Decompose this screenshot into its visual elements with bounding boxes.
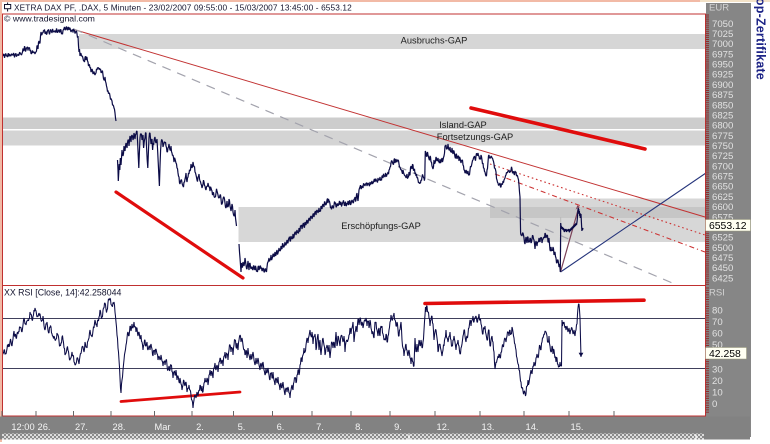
svg-text:50: 50 [712, 340, 723, 351]
svg-text:RSI: RSI [709, 288, 725, 299]
svg-text:6725: 6725 [712, 151, 733, 162]
svg-text:20: 20 [712, 376, 723, 387]
svg-text:Ausbruchs-GAP: Ausbruchs-GAP [401, 36, 468, 46]
svg-text:12:00: 12:00 [11, 422, 34, 432]
svg-text:7025: 7025 [712, 29, 733, 40]
svg-text:6775: 6775 [712, 131, 733, 142]
svg-text:6575: 6575 [712, 212, 733, 223]
svg-text:5.: 5. [238, 422, 246, 432]
svg-text:6700: 6700 [712, 161, 733, 172]
svg-text:6675: 6675 [712, 172, 733, 183]
svg-text:0: 0 [712, 399, 717, 410]
svg-text:42.258: 42.258 [709, 349, 741, 360]
svg-text:Top-Zertifikate: Top-Zertifikate [754, 0, 768, 80]
svg-text:2.: 2. [196, 422, 204, 432]
svg-text:8.: 8. [355, 422, 363, 432]
svg-text:80: 80 [712, 305, 723, 316]
svg-text:6900: 6900 [712, 80, 733, 91]
svg-text:13.: 13. [482, 422, 495, 432]
svg-text:Fortsetzungs-GAP: Fortsetzungs-GAP [437, 132, 513, 142]
svg-text:6800: 6800 [712, 121, 733, 132]
svg-text:6750: 6750 [712, 141, 733, 152]
svg-text:6950: 6950 [712, 60, 733, 71]
svg-text:70: 70 [712, 317, 723, 328]
svg-text:15.: 15. [571, 422, 584, 432]
svg-text:30: 30 [712, 364, 723, 375]
svg-text:6525: 6525 [712, 233, 733, 244]
svg-text:6600: 6600 [712, 202, 733, 213]
svg-text:27.: 27. [75, 422, 88, 432]
svg-text:9.: 9. [394, 422, 402, 432]
svg-text:EUR: EUR [709, 3, 729, 14]
svg-text:6.: 6. [277, 422, 285, 432]
svg-text:12.: 12. [437, 422, 450, 432]
svg-text:XETRA DAX PF, .DAX, 5 Minuten: XETRA DAX PF, .DAX, 5 Minuten - 23/02/20… [14, 2, 352, 12]
svg-text:6825: 6825 [712, 111, 733, 122]
svg-text:60: 60 [712, 328, 723, 339]
svg-text:7050: 7050 [712, 19, 733, 30]
svg-text:6850: 6850 [712, 100, 733, 111]
svg-text:Erschöpfungs-GAP: Erschöpfungs-GAP [341, 221, 421, 231]
svg-text:6553.12: 6553.12 [709, 221, 747, 232]
svg-text:14.: 14. [526, 422, 539, 432]
svg-text:6500: 6500 [712, 243, 733, 254]
svg-text:10: 10 [712, 387, 723, 398]
svg-text:XX RSI [Close, 14]:42.258044: XX RSI [Close, 14]:42.258044 [4, 287, 121, 297]
svg-text:6625: 6625 [712, 192, 733, 203]
svg-text:6975: 6975 [712, 49, 733, 60]
svg-text:Mar: Mar [154, 422, 170, 432]
svg-text:28.: 28. [113, 422, 126, 432]
svg-text:6450: 6450 [712, 263, 733, 274]
svg-text:6425: 6425 [712, 273, 733, 284]
svg-text:Island-GAP: Island-GAP [439, 120, 487, 130]
svg-text:6925: 6925 [712, 70, 733, 81]
svg-text:6475: 6475 [712, 253, 733, 264]
svg-text:© www.tradesignal.com: © www.tradesignal.com [4, 13, 95, 23]
svg-text:6875: 6875 [712, 90, 733, 101]
svg-text:7000: 7000 [712, 39, 733, 50]
svg-text:6650: 6650 [712, 182, 733, 193]
svg-text:7.: 7. [316, 422, 324, 432]
svg-text:26.: 26. [38, 422, 51, 432]
